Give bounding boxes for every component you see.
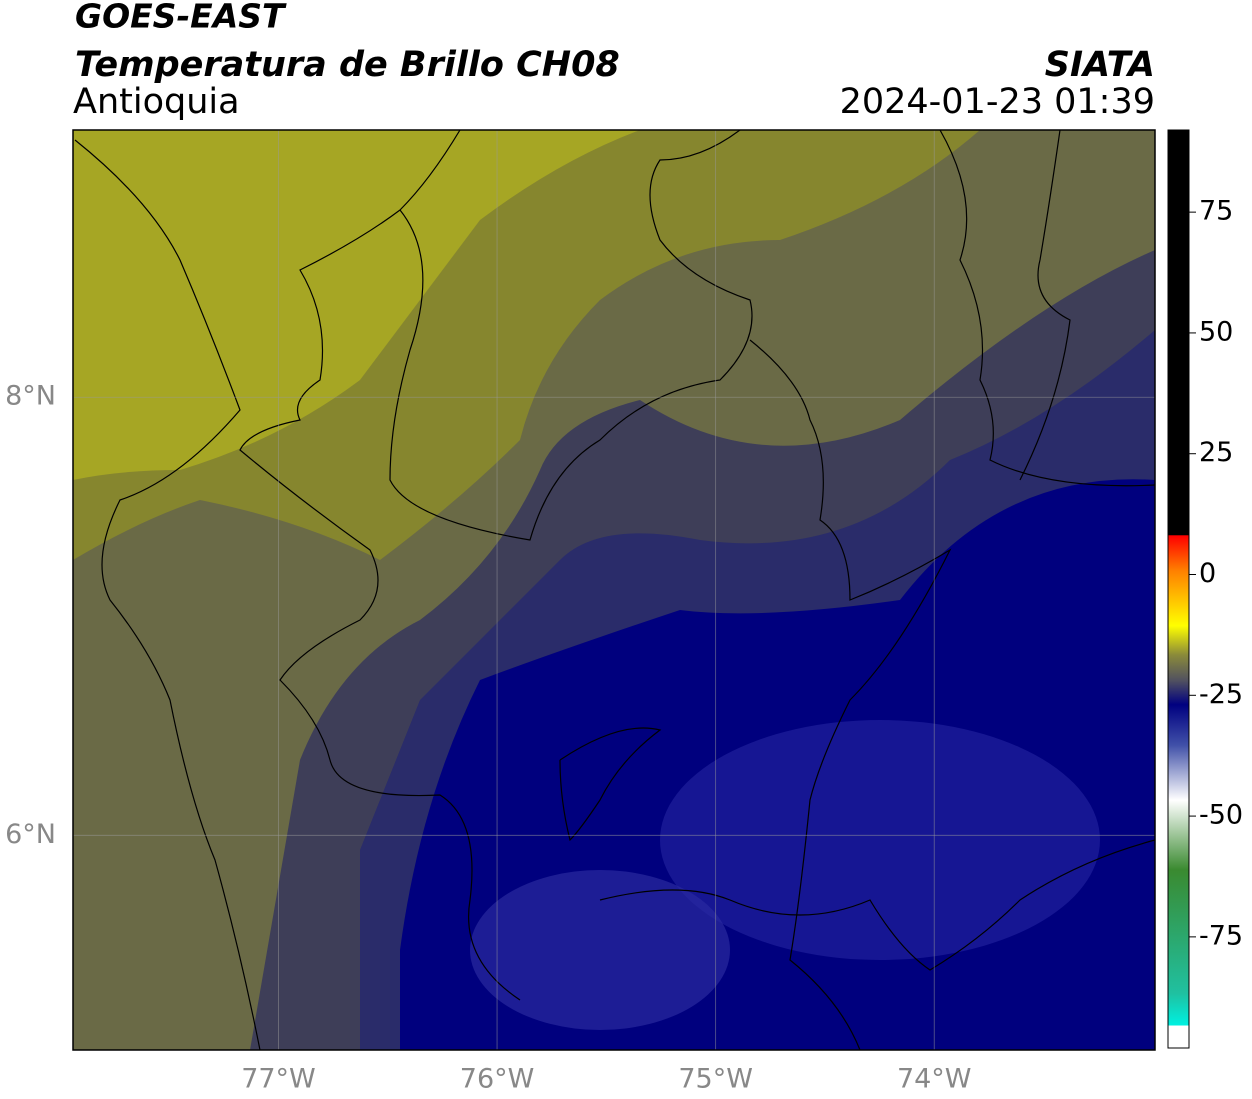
map-image — [73, 130, 1155, 1050]
colorbar-tick-label: -50 — [1199, 800, 1243, 831]
lon-tick-label: 76°W — [460, 1064, 535, 1095]
colorbar-tick-label: 0 — [1199, 558, 1216, 589]
graticule — [73, 130, 1155, 1050]
source: SIATA — [1045, 45, 1155, 85]
lat-tick-label: 6°N — [5, 819, 56, 850]
region: Antioquia — [73, 82, 240, 122]
datetime: 2024-01-23 01:39 — [840, 82, 1155, 122]
title: GOES-EAST — [75, 0, 287, 36]
colorbar-tick-label: 50 — [1199, 316, 1233, 347]
colorbar-tick-label: -75 — [1199, 920, 1243, 951]
map-frame — [72, 129, 1156, 1051]
colorbar-tick-label: 25 — [1199, 437, 1233, 468]
lon-tick-label: 75°W — [678, 1064, 753, 1095]
lon-tick-label: 77°W — [241, 1064, 316, 1095]
colorbar — [1167, 129, 1190, 1049]
subtitle: Temperatura de Brillo CH08 — [75, 45, 620, 85]
colorbar-tick-label: -25 — [1199, 679, 1243, 710]
lon-tick-label: 74°W — [897, 1064, 972, 1095]
colorbar-tick-label: 75 — [1199, 196, 1233, 227]
lat-tick-label: 8°N — [5, 381, 56, 412]
